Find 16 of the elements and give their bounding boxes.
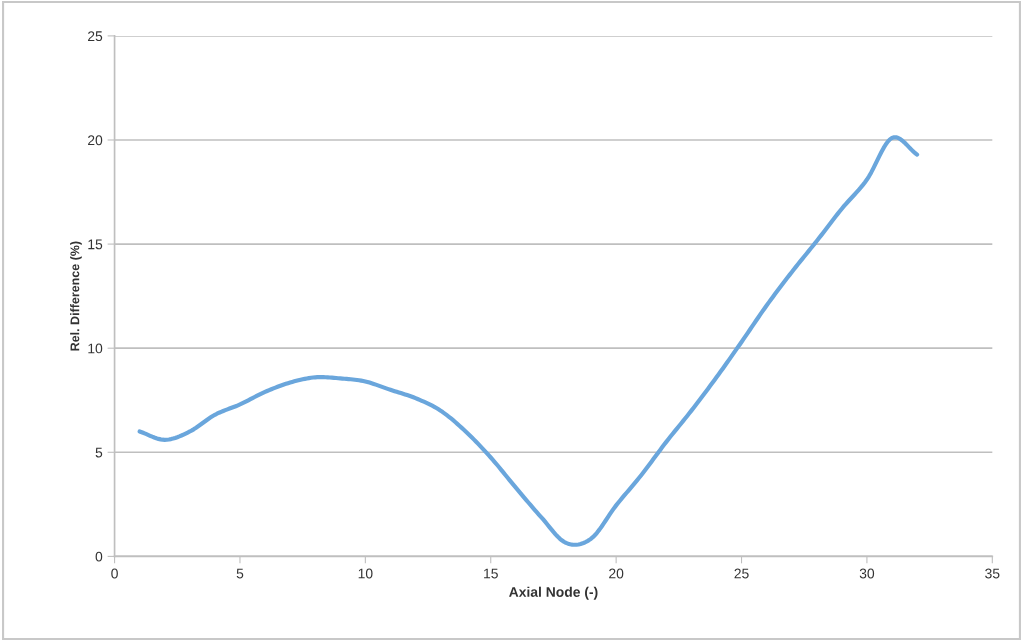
x-tick-label: 25 — [734, 568, 749, 579]
y-tick-label: 0 — [95, 551, 103, 562]
x-tick-label: 10 — [358, 568, 373, 579]
y-tick-label: 20 — [88, 135, 103, 146]
x-axis-title: Axial Node (-) — [509, 586, 598, 600]
x-tick-label: 15 — [484, 568, 498, 579]
x-tick-label: 0 — [111, 568, 118, 579]
y-tick-label: 15 — [88, 239, 103, 250]
y-tick-label: 10 — [88, 343, 103, 354]
y-tick-label: 25 — [88, 31, 103, 42]
x-tick-label: 30 — [859, 568, 875, 579]
x-tick-label: 5 — [236, 568, 244, 579]
x-tick-label: 20 — [609, 568, 624, 579]
y-tick-label: 5 — [95, 447, 103, 458]
y-axis-title: Rel. Difference (%) — [70, 241, 82, 351]
x-tick-label: 35 — [985, 568, 1000, 579]
